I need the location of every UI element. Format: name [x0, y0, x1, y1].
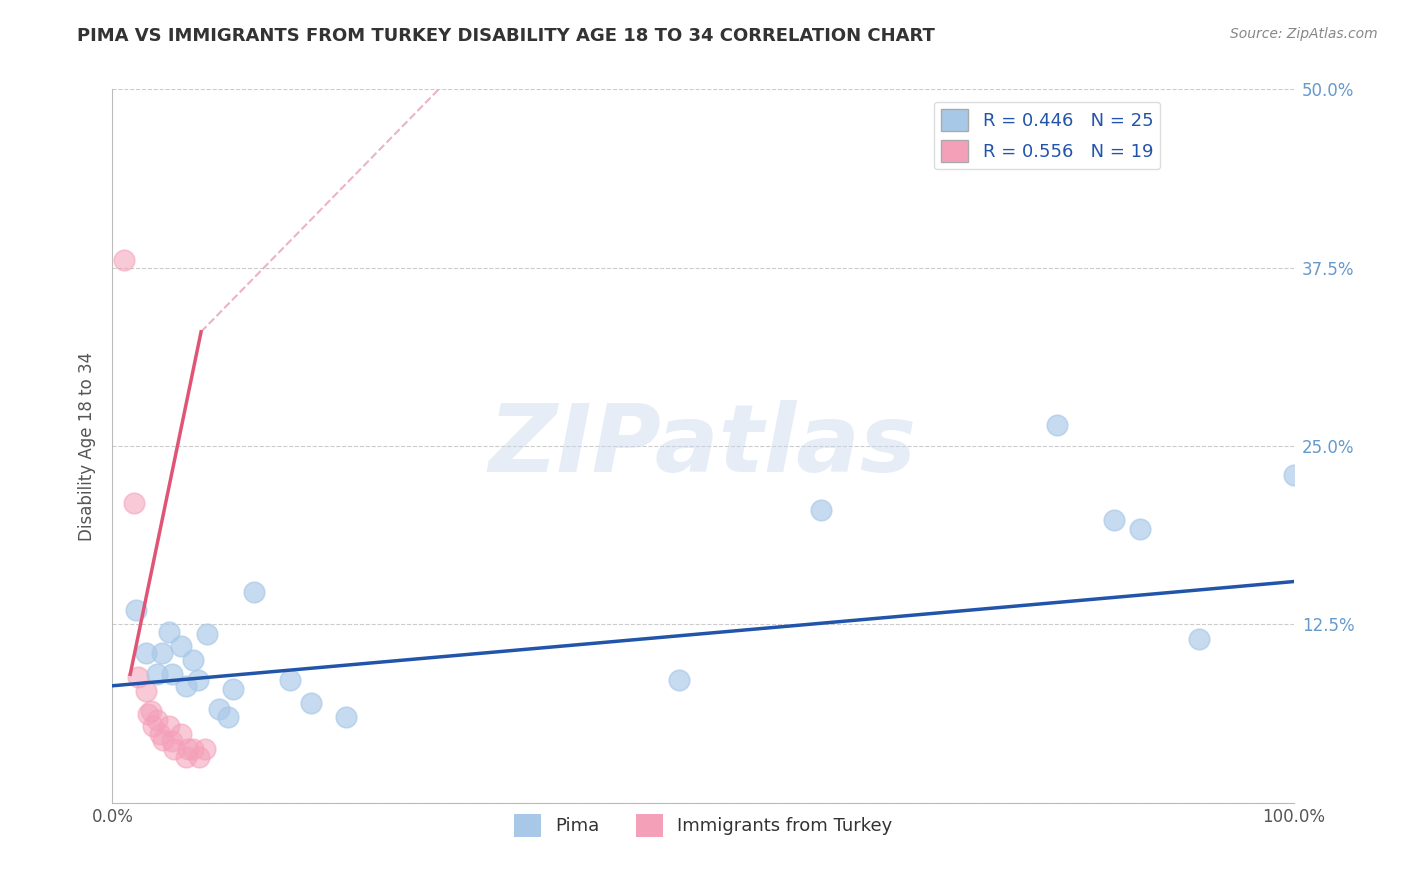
Point [149, 727, 172, 741]
Point [160, 734, 183, 748]
Point [1102, 513, 1125, 527]
Point [135, 646, 157, 660]
Point [152, 733, 174, 747]
Point [1129, 522, 1152, 536]
Point [163, 741, 186, 756]
Text: PIMA VS IMMIGRANTS FROM TURKEY DISABILITY AGE 18 TO 34 CORRELATION CHART: PIMA VS IMMIGRANTS FROM TURKEY DISABILIT… [77, 27, 935, 45]
Text: ZIPatlas: ZIPatlas [489, 400, 917, 492]
Point [142, 719, 165, 733]
Point [194, 741, 217, 756]
Point [1046, 417, 1069, 432]
Point [243, 584, 266, 599]
Point [112, 253, 135, 268]
Point [135, 684, 157, 698]
Point [174, 750, 197, 764]
Y-axis label: Disability Age 18 to 34: Disability Age 18 to 34 [77, 351, 96, 541]
Point [222, 681, 245, 696]
Point [146, 667, 169, 681]
Text: Source: ZipAtlas.com: Source: ZipAtlas.com [1230, 27, 1378, 41]
Point [195, 627, 218, 641]
Point [810, 503, 832, 517]
Point [170, 727, 193, 741]
Point [186, 673, 208, 687]
Point [208, 701, 231, 715]
Point [299, 696, 322, 710]
Point [668, 673, 690, 687]
Point [170, 639, 193, 653]
Point [278, 673, 301, 687]
Point [141, 705, 163, 719]
Point [1282, 467, 1305, 482]
Point [157, 624, 180, 639]
Point [1188, 632, 1211, 646]
Point [146, 713, 169, 727]
Point [150, 646, 173, 660]
Point [122, 496, 145, 510]
Point [174, 679, 197, 693]
Legend: Pima, Immigrants from Turkey: Pima, Immigrants from Turkey [506, 807, 900, 844]
Point [160, 667, 183, 681]
Point [177, 741, 200, 756]
Point [217, 710, 239, 724]
Point [127, 670, 149, 684]
Point [181, 653, 204, 667]
Point [136, 707, 159, 722]
Point [181, 741, 204, 756]
Point [335, 710, 357, 724]
Point [157, 719, 180, 733]
Point [125, 603, 148, 617]
Point [187, 750, 209, 764]
